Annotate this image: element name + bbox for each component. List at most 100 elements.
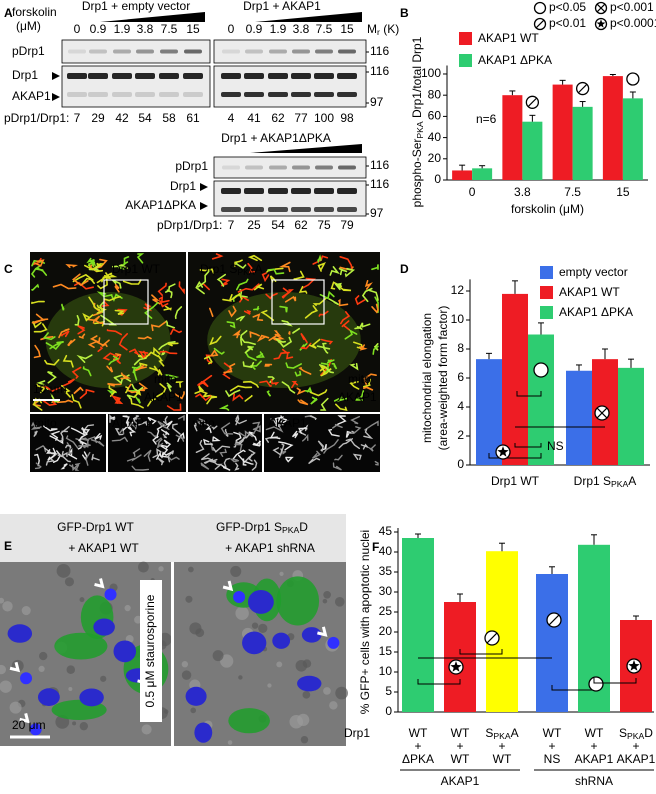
band xyxy=(315,165,333,170)
arrowhead xyxy=(317,626,328,637)
inset-label: AKAP1 xyxy=(268,416,307,430)
mitochondrion xyxy=(213,347,225,355)
mitochondrion xyxy=(281,381,296,394)
mitochondrion xyxy=(158,341,176,351)
text-part: Drp1 S xyxy=(200,262,237,276)
apoptotic-nucleus xyxy=(233,591,246,604)
mitochondrion xyxy=(350,415,360,425)
mitochondrion xyxy=(174,306,183,320)
mitochondrion xyxy=(249,360,262,370)
mitochondrion xyxy=(96,291,113,298)
ratio: 79 xyxy=(340,218,354,232)
mitochondrion xyxy=(209,349,219,357)
mitochondrion xyxy=(354,325,363,330)
mitochondrion xyxy=(363,386,374,391)
mitochondrion xyxy=(318,310,329,317)
mitochondrion xyxy=(235,414,240,426)
ratio: 62 xyxy=(294,218,308,232)
treatment-label: 0.5 μM staurosporine xyxy=(143,594,157,707)
band xyxy=(315,49,333,54)
mitochondrion xyxy=(170,328,182,335)
mitochondrion xyxy=(106,389,117,396)
nucleus xyxy=(113,640,137,663)
header-band xyxy=(0,514,346,562)
y-tick-label: 10 xyxy=(451,312,465,326)
mitochondrion xyxy=(166,382,172,392)
mitochondrion xyxy=(96,304,107,314)
mitochondrion xyxy=(61,385,71,398)
concentration: 15 xyxy=(186,22,200,36)
mitochondrion xyxy=(301,277,317,289)
concentration: 15 xyxy=(340,22,354,36)
mitochondrion xyxy=(87,340,105,348)
mitochondrion xyxy=(374,460,379,466)
mitochondrion xyxy=(79,388,95,399)
concentration: 0.9 xyxy=(246,22,263,36)
mitochondrion xyxy=(265,425,284,433)
symbol-star xyxy=(596,19,606,28)
mitochondrion xyxy=(274,338,286,344)
band xyxy=(160,49,178,54)
mitochondrion xyxy=(70,427,86,437)
y-tick-label: 80 xyxy=(428,87,442,101)
mw-marker: 116 xyxy=(370,44,389,58)
mitochondrion xyxy=(363,428,374,440)
mitochondrion xyxy=(226,321,236,329)
mitochondrion xyxy=(228,305,237,318)
nucleus xyxy=(297,675,322,692)
mitochondrion xyxy=(312,297,328,306)
mitochondrion xyxy=(312,255,329,265)
mitochondrion xyxy=(229,458,240,463)
mitochondrion xyxy=(260,309,275,321)
text-part: Drp1/total Drp1 xyxy=(410,36,424,121)
mitochondrion xyxy=(199,268,215,274)
debris xyxy=(251,622,259,629)
mitochondrion xyxy=(136,253,145,264)
mitochondrion xyxy=(197,381,209,388)
debris xyxy=(68,686,73,691)
bar xyxy=(472,168,493,180)
p-legend-label: p<0.0001 xyxy=(610,16,656,30)
mitochondrion xyxy=(89,335,101,344)
mitochondrion xyxy=(252,442,261,447)
debris xyxy=(0,664,6,675)
debris xyxy=(38,665,45,672)
x-tick-label: WT xyxy=(409,726,428,740)
mitochondrion xyxy=(167,450,175,463)
nucleus xyxy=(7,624,33,643)
mitochondrion xyxy=(156,383,167,398)
mitochondrion xyxy=(361,287,373,303)
p-legend-label: p<0.05 xyxy=(549,0,586,14)
x-tick-label: NS xyxy=(544,752,561,766)
mitochondrion xyxy=(65,444,72,449)
gfp-cell xyxy=(228,708,270,734)
arrowhead xyxy=(222,580,234,592)
mitochondrion xyxy=(101,272,112,283)
mitochondrion xyxy=(298,285,308,294)
debris xyxy=(141,724,152,735)
mitochondrion xyxy=(194,385,205,395)
mitochondrion xyxy=(106,365,114,373)
mitochondrion xyxy=(244,394,253,402)
mitochondrion xyxy=(62,354,74,368)
band xyxy=(337,188,357,194)
mitochondrion xyxy=(302,433,309,442)
bar xyxy=(502,293,528,465)
mitochondrion xyxy=(270,379,280,386)
bar xyxy=(536,574,568,712)
mitochondrion xyxy=(126,454,142,462)
apoptotic-nucleus xyxy=(104,588,117,601)
bar xyxy=(602,76,623,180)
mitochondrion xyxy=(118,333,128,351)
text-part: D xyxy=(644,726,653,740)
legend-label: AKAP1 ΔPKA xyxy=(478,53,552,67)
panel-label: D xyxy=(400,262,409,276)
x-tick-label: SPKAA xyxy=(485,726,518,741)
debris xyxy=(227,740,233,745)
debris xyxy=(56,563,71,578)
concentration: 3.8 xyxy=(137,22,154,36)
symbol-stroke xyxy=(527,97,537,107)
mitochondrion xyxy=(131,465,150,471)
bracket xyxy=(593,678,637,684)
row-arrow xyxy=(200,183,208,191)
